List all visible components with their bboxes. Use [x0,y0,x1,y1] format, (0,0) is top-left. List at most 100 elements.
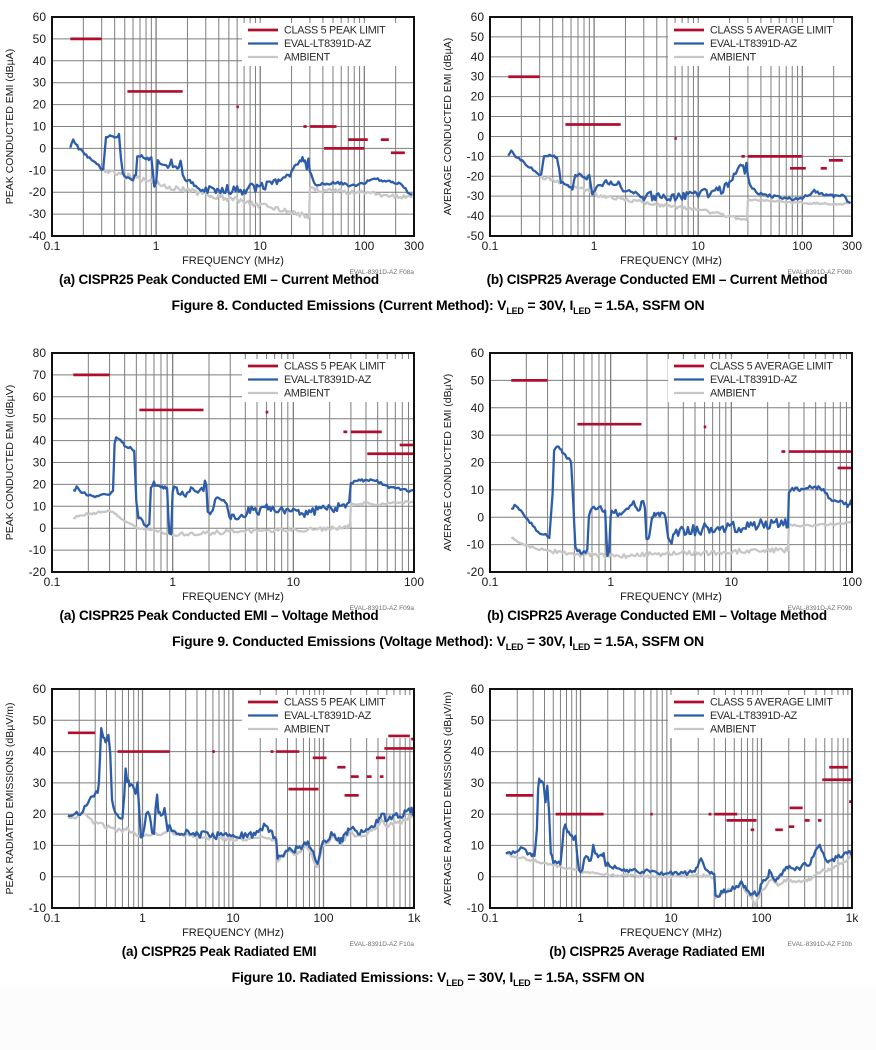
svg-text:10: 10 [725,575,739,589]
svg-text:100: 100 [792,239,812,253]
figure-8: CLASS 5 PEAK LIMIT EVAL-LT8391D-AZ AMBIENT… [0,4,876,316]
svg-text:1k: 1k [408,911,422,925]
legend-label: CLASS 5 AVERAGE LIMIT [710,696,833,708]
svg-text:-10: -10 [467,537,485,551]
svg-text:-10: -10 [29,163,47,177]
chart-average-radiated: CLASS 5 AVERAGE LIMIT EVAL-LT8391D-AZ AMBI… [438,676,876,959]
svg-text:40: 40 [471,401,485,415]
chart-canvas: CLASS 5 PEAK LIMIT EVAL-LT8391D-AZ AMBIENT… [0,4,438,276]
svg-text:60: 60 [471,346,485,360]
legend-label: AMBIENT [284,52,331,64]
svg-text:1: 1 [577,911,584,925]
x-axis-label: FREQUENCY (MHz) [620,927,722,939]
plot-border [489,351,853,573]
plot-footer-code: EVAL-8391D-AZ F10a [349,941,414,948]
plot-footer-code: EVAL-8391D-AZ F08b [787,269,852,276]
emi-chart-svg: CLASS 5 AVERAGE LIMIT EVAL-LT8391D-AZAMBI… [442,682,860,948]
svg-text:0: 0 [477,510,484,524]
svg-text:10: 10 [254,239,268,253]
y-axis-label: PEAK CONDUCTED EMI (dBµV) [4,385,16,540]
svg-text:10: 10 [33,120,47,134]
svg-text:1: 1 [169,575,176,589]
plot-border [51,687,415,909]
y-axis-tick-labels: -10 0 10 20 30 40 50 60 [29,682,47,915]
ambient-trace [100,166,413,220]
figure-10-charts-row: CLASS 5 PEAK LIMIT EVAL-LT8391D-AZ AMBIENT… [0,676,876,959]
legend-label: EVAL-LT8391D-AZ [284,710,372,722]
svg-text:10: 10 [664,911,678,925]
legend-label: EVAL-LT8391D-AZ [710,374,798,386]
legend-label: AMBIENT [710,387,757,399]
svg-text:30: 30 [471,428,485,442]
y-axis-tick-labels: -20 -10 0 10 20 30 40 50 60 70 80 [29,346,47,579]
plot-footer-code: EVAL-8391D-AZ F09a [349,605,414,612]
svg-text:-20: -20 [467,169,485,183]
svg-text:30: 30 [33,76,47,90]
x-axis-tick-labels: 0.1 1 10 100 [44,575,425,589]
legend-label: AMBIENT [710,52,757,64]
chart-canvas: CLASS 5 AVERAGE LIMIT EVAL-LT8391D-AZ AMBI… [438,676,876,948]
emi-chart-svg: CLASS 5 PEAK LIMIT EVAL-LT8391D-AZAMBIENT… [4,682,422,948]
figure-10-caption: Figure 10. Radiated Emissions: VLED = 30… [231,968,645,988]
svg-text:0.1: 0.1 [482,911,499,925]
figure-8-caption: Figure 8. Conducted Emissions (Current M… [171,297,705,316]
svg-text:-20: -20 [467,565,485,579]
svg-text:300: 300 [404,239,424,253]
plot-border [51,16,415,237]
plot-footer-code: EVAL-8391D-AZ F10b [787,941,852,948]
y-axis-tick-labels: -40 -30 -20 -10 0 10 20 30 40 50 60 [29,10,47,243]
plot-footer-code: EVAL-8391D-AZ F09b [787,605,852,612]
svg-text:-30: -30 [29,207,47,221]
svg-text:20: 20 [471,90,485,104]
svg-text:0: 0 [39,521,46,535]
chart-peak-conducted-voltage: CLASS 5 PEAK LIMIT EVAL-LT8391D-AZ AMBIENT… [0,340,438,623]
svg-text:0.1: 0.1 [482,575,499,589]
svg-text:10: 10 [33,499,47,513]
svg-text:-50: -50 [467,229,485,243]
svg-text:30: 30 [33,455,47,469]
svg-text:0: 0 [477,129,484,143]
y-axis-label: AVERAGE RADIATED EMISSIONS (dBµV/m) [442,691,454,905]
chart-canvas: CLASS 5 PEAK LIMIT EVAL-LT8391D-AZ AMBIENT… [0,340,438,612]
svg-text:50: 50 [471,373,485,387]
svg-text:60: 60 [471,682,485,696]
svg-text:0.1: 0.1 [44,575,61,589]
figure-9-caption: Figure 9. Conducted Emissions (Voltage M… [172,632,704,652]
svg-text:20: 20 [471,807,485,821]
svg-text:1: 1 [139,911,146,925]
figure-9: CLASS 5 PEAK LIMIT EVAL-LT8391D-AZ AMBIENT… [0,340,876,652]
y-axis-label: PEAK CONDUCTED EMI (dBµA) [4,49,16,204]
x-axis-tick-labels: 0.1 1 10 100 1k [482,911,860,925]
svg-text:-40: -40 [29,229,47,243]
ambient-trace [73,499,414,537]
chart-caption: (a) CISPR25 Peak Conducted EMI – Current… [59,272,379,287]
plot-border [51,351,415,573]
svg-text:10: 10 [471,110,485,124]
svg-text:0.1: 0.1 [482,239,499,253]
class5-limit-segments [508,75,843,170]
svg-text:50: 50 [33,713,47,727]
y-axis-label: AVERAGE CONDUCTED EMI (dBµV) [442,374,454,551]
chart-caption: (a) CISPR25 Peak Conducted EMI – Voltage… [59,607,379,623]
legend-label: CLASS 5 AVERAGE LIMIT [710,25,833,37]
svg-text:1k: 1k [846,911,860,925]
svg-text:0: 0 [39,141,46,155]
svg-text:-10: -10 [467,149,485,163]
ambient-trace [67,811,414,868]
svg-text:-20: -20 [29,565,47,579]
chart-canvas: CLASS 5 AVERAGE LIMIT EVAL-LT8391D-AZ AMBI… [438,340,876,612]
x-axis-label: FREQUENCY (MHz) [182,591,284,603]
legend-label: CLASS 5 AVERAGE LIMIT [710,360,833,372]
svg-text:50: 50 [33,32,47,46]
svg-text:70: 70 [33,368,47,382]
svg-text:60: 60 [471,10,485,24]
x-axis-label: FREQUENCY (MHz) [182,255,284,267]
svg-text:100: 100 [751,911,771,925]
svg-text:100: 100 [404,575,424,589]
svg-text:10: 10 [226,911,240,925]
svg-text:60: 60 [33,682,47,696]
legend-label: EVAL-LT8391D-AZ [284,38,372,50]
svg-text:40: 40 [33,54,47,68]
